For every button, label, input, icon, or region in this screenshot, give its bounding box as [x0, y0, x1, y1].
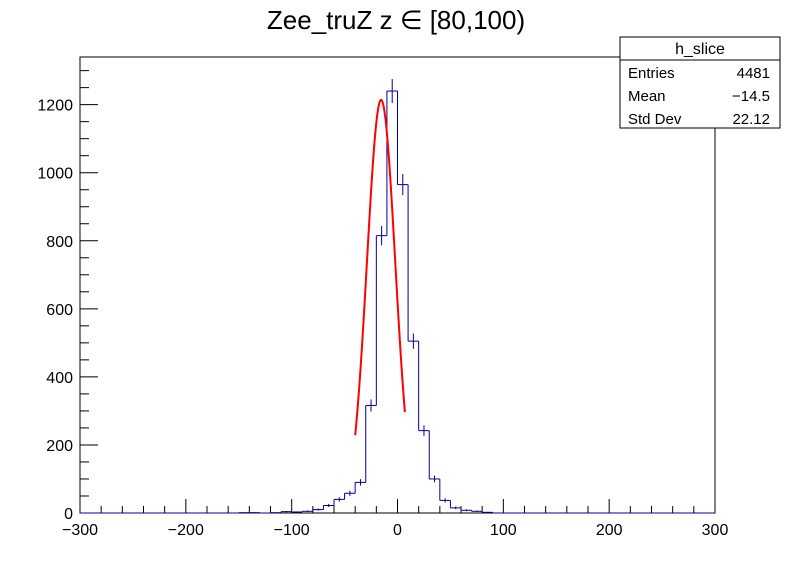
x-tick-label: −300: [62, 522, 98, 539]
stats-value-mean: −14.5: [732, 88, 770, 105]
chart-title: Zee_truZ z ∈ [80,100): [267, 5, 525, 35]
y-tick-label: 600: [46, 302, 73, 319]
stats-label-stddev: Std Dev: [628, 111, 682, 128]
x-axis: −300 −200 −100 0 100 200 300: [62, 499, 728, 539]
x-tick-label: −200: [168, 522, 204, 539]
y-tick-label: 400: [46, 370, 73, 387]
x-tick-label: 200: [596, 522, 623, 539]
stats-box-title: h_slice: [675, 41, 725, 58]
stats-value-stddev: 22.12: [732, 111, 770, 128]
y-tick-label: 1000: [37, 166, 73, 183]
y-tick-label: 800: [46, 234, 73, 251]
stats-label-mean: Mean: [628, 88, 666, 105]
histogram-steps: [238, 91, 494, 513]
y-tick-label: 200: [46, 438, 73, 455]
x-tick-label: 300: [702, 522, 729, 539]
fit-curve: [354, 98, 406, 436]
stats-box: h_slice Entries 4481 Mean −14.5 Std Dev …: [619, 36, 781, 129]
y-tick-label: 0: [64, 506, 73, 523]
x-tick-label: −100: [274, 522, 310, 539]
y-axis: 0 200 400 600 800 1000 1200: [37, 70, 98, 523]
x-tick-label: 100: [490, 522, 517, 539]
y-tick-label: 1200: [37, 98, 73, 115]
x-tick-label: 0: [393, 522, 402, 539]
stats-label-entries: Entries: [628, 65, 675, 82]
error-bars: [243, 79, 488, 513]
stats-box-frame: [619, 36, 781, 129]
stats-value-entries: 4481: [737, 65, 770, 82]
